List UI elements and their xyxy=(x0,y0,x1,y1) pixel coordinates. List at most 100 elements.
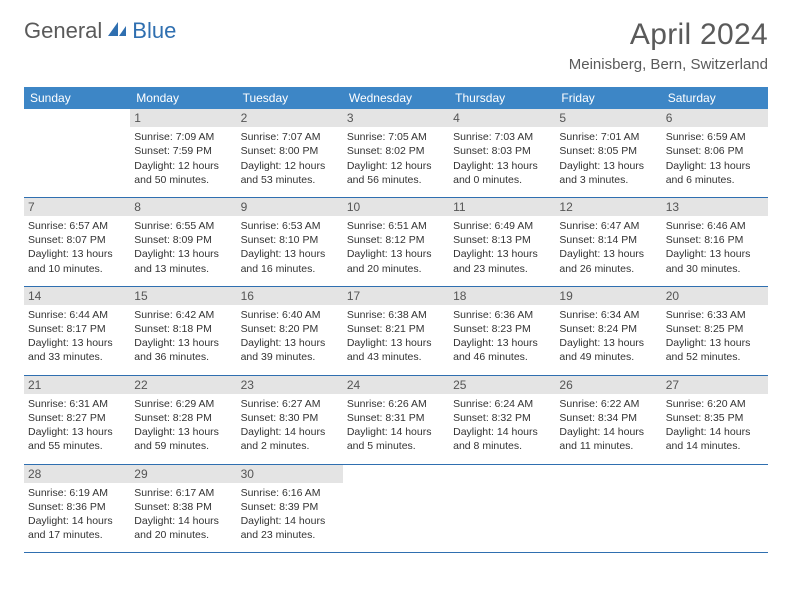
sunset-text: Sunset: 8:16 PM xyxy=(666,233,764,247)
day-number: 13 xyxy=(662,198,768,216)
day-cell: . xyxy=(555,464,661,553)
daylight-text: Daylight: 13 hours and 0 minutes. xyxy=(453,159,551,187)
daylight-text: Daylight: 13 hours and 43 minutes. xyxy=(347,336,445,364)
day-details: Sunrise: 6:47 AMSunset: 8:14 PMDaylight:… xyxy=(559,219,657,276)
sunrise-text: Sunrise: 6:31 AM xyxy=(28,397,126,411)
day-cell: 14Sunrise: 6:44 AMSunset: 8:17 PMDayligh… xyxy=(24,286,130,375)
dayname-tue: Tuesday xyxy=(237,87,343,109)
day-details: Sunrise: 6:38 AMSunset: 8:21 PMDaylight:… xyxy=(347,308,445,365)
day-cell: 23Sunrise: 6:27 AMSunset: 8:30 PMDayligh… xyxy=(237,375,343,464)
sunrise-text: Sunrise: 6:55 AM xyxy=(134,219,232,233)
day-details: Sunrise: 6:31 AMSunset: 8:27 PMDaylight:… xyxy=(28,397,126,454)
day-details: Sunrise: 6:42 AMSunset: 8:18 PMDaylight:… xyxy=(134,308,232,365)
sunrise-text: Sunrise: 6:51 AM xyxy=(347,219,445,233)
day-cell: 11Sunrise: 6:49 AMSunset: 8:13 PMDayligh… xyxy=(449,197,555,286)
day-cell: 22Sunrise: 6:29 AMSunset: 8:28 PMDayligh… xyxy=(130,375,236,464)
daylight-text: Daylight: 13 hours and 39 minutes. xyxy=(241,336,339,364)
dayname-sat: Saturday xyxy=(662,87,768,109)
day-details: Sunrise: 6:59 AMSunset: 8:06 PMDaylight:… xyxy=(666,130,764,187)
daylight-text: Daylight: 13 hours and 3 minutes. xyxy=(559,159,657,187)
day-number: 15 xyxy=(130,287,236,305)
day-details: Sunrise: 6:34 AMSunset: 8:24 PMDaylight:… xyxy=(559,308,657,365)
logo: General Blue xyxy=(24,18,176,44)
day-details: Sunrise: 6:40 AMSunset: 8:20 PMDaylight:… xyxy=(241,308,339,365)
sunrise-text: Sunrise: 6:24 AM xyxy=(453,397,551,411)
day-cell: 27Sunrise: 6:20 AMSunset: 8:35 PMDayligh… xyxy=(662,375,768,464)
daylight-text: Daylight: 13 hours and 30 minutes. xyxy=(666,247,764,275)
sunrise-text: Sunrise: 7:07 AM xyxy=(241,130,339,144)
day-details: Sunrise: 6:17 AMSunset: 8:38 PMDaylight:… xyxy=(134,486,232,543)
day-cell: 8Sunrise: 6:55 AMSunset: 8:09 PMDaylight… xyxy=(130,197,236,286)
daylight-text: Daylight: 13 hours and 26 minutes. xyxy=(559,247,657,275)
day-number: 22 xyxy=(130,376,236,394)
sunset-text: Sunset: 8:21 PM xyxy=(347,322,445,336)
sunset-text: Sunset: 8:14 PM xyxy=(559,233,657,247)
sunrise-text: Sunrise: 6:16 AM xyxy=(241,486,339,500)
day-number: 4 xyxy=(449,109,555,127)
day-number: 2 xyxy=(237,109,343,127)
day-cell: 26Sunrise: 6:22 AMSunset: 8:34 PMDayligh… xyxy=(555,375,661,464)
sunset-text: Sunset: 8:32 PM xyxy=(453,411,551,425)
day-cell: 25Sunrise: 6:24 AMSunset: 8:32 PMDayligh… xyxy=(449,375,555,464)
daylight-text: Daylight: 13 hours and 10 minutes. xyxy=(28,247,126,275)
day-cell: 20Sunrise: 6:33 AMSunset: 8:25 PMDayligh… xyxy=(662,286,768,375)
week-row: .1Sunrise: 7:09 AMSunset: 7:59 PMDayligh… xyxy=(24,109,768,197)
sunset-text: Sunset: 8:03 PM xyxy=(453,144,551,158)
daylight-text: Daylight: 13 hours and 55 minutes. xyxy=(28,425,126,453)
sunset-text: Sunset: 8:12 PM xyxy=(347,233,445,247)
sunrise-text: Sunrise: 6:44 AM xyxy=(28,308,126,322)
day-number: 27 xyxy=(662,376,768,394)
sunset-text: Sunset: 8:17 PM xyxy=(28,322,126,336)
daylight-text: Daylight: 14 hours and 17 minutes. xyxy=(28,514,126,542)
sunrise-text: Sunrise: 6:17 AM xyxy=(134,486,232,500)
day-cell: 13 Sunrise: 6:46 AMSunset: 8:16 PMDayligh… xyxy=(662,197,768,286)
calendar-table: Sunday Monday Tuesday Wednesday Thursday… xyxy=(24,87,768,553)
sunrise-text: Sunrise: 6:38 AM xyxy=(347,308,445,322)
daylight-text: Daylight: 13 hours and 23 minutes. xyxy=(453,247,551,275)
day-number: 1 xyxy=(130,109,236,127)
sunset-text: Sunset: 8:05 PM xyxy=(559,144,657,158)
daylight-text: Daylight: 13 hours and 16 minutes. xyxy=(241,247,339,275)
day-number: 25 xyxy=(449,376,555,394)
day-details: Sunrise: 6:51 AMSunset: 8:12 PMDaylight:… xyxy=(347,219,445,276)
sunset-text: Sunset: 8:25 PM xyxy=(666,322,764,336)
day-cell: 4Sunrise: 7:03 AMSunset: 8:03 PMDaylight… xyxy=(449,109,555,197)
sunrise-text: Sunrise: 6:53 AM xyxy=(241,219,339,233)
day-number: 28 xyxy=(24,465,130,483)
daylight-text: Daylight: 13 hours and 6 minutes. xyxy=(666,159,764,187)
daylight-text: Daylight: 13 hours and 36 minutes. xyxy=(134,336,232,364)
sunset-text: Sunset: 8:28 PM xyxy=(134,411,232,425)
day-number: 3 xyxy=(343,109,449,127)
week-row: 14Sunrise: 6:44 AMSunset: 8:17 PMDayligh… xyxy=(24,286,768,375)
sunrise-text: Sunrise: 6:29 AM xyxy=(134,397,232,411)
day-number: 6 xyxy=(662,109,768,127)
sunset-text: Sunset: 8:09 PM xyxy=(134,233,232,247)
daylight-text: Daylight: 14 hours and 20 minutes. xyxy=(134,514,232,542)
day-number: 18 xyxy=(449,287,555,305)
daylight-text: Daylight: 13 hours and 52 minutes. xyxy=(666,336,764,364)
calendar-body: .1Sunrise: 7:09 AMSunset: 7:59 PMDayligh… xyxy=(24,109,768,553)
sunset-text: Sunset: 8:23 PM xyxy=(453,322,551,336)
sunrise-text: Sunrise: 6:34 AM xyxy=(559,308,657,322)
dayname-fri: Friday xyxy=(555,87,661,109)
day-number: 23 xyxy=(237,376,343,394)
sunrise-text: Sunrise: 6:46 AM xyxy=(666,219,764,233)
daylight-text: Daylight: 14 hours and 5 minutes. xyxy=(347,425,445,453)
sunset-text: Sunset: 8:38 PM xyxy=(134,500,232,514)
logo-word2: Blue xyxy=(132,18,176,44)
sunrise-text: Sunrise: 7:09 AM xyxy=(134,130,232,144)
sunrise-text: Sunrise: 6:47 AM xyxy=(559,219,657,233)
day-number: 21 xyxy=(24,376,130,394)
sunrise-text: Sunrise: 6:26 AM xyxy=(347,397,445,411)
sunrise-text: Sunrise: 6:59 AM xyxy=(666,130,764,144)
daylight-text: Daylight: 12 hours and 53 minutes. xyxy=(241,159,339,187)
month-title: April 2024 xyxy=(569,18,768,52)
sunrise-text: Sunrise: 6:42 AM xyxy=(134,308,232,322)
day-details: Sunrise: 6:44 AMSunset: 8:17 PMDaylight:… xyxy=(28,308,126,365)
sunset-text: Sunset: 8:06 PM xyxy=(666,144,764,158)
sunrise-text: Sunrise: 6:57 AM xyxy=(28,219,126,233)
day-cell: . xyxy=(343,464,449,553)
daylight-text: Daylight: 13 hours and 33 minutes. xyxy=(28,336,126,364)
title-block: April 2024 Meinisberg, Bern, Switzerland xyxy=(569,18,768,73)
day-number: 29 xyxy=(130,465,236,483)
